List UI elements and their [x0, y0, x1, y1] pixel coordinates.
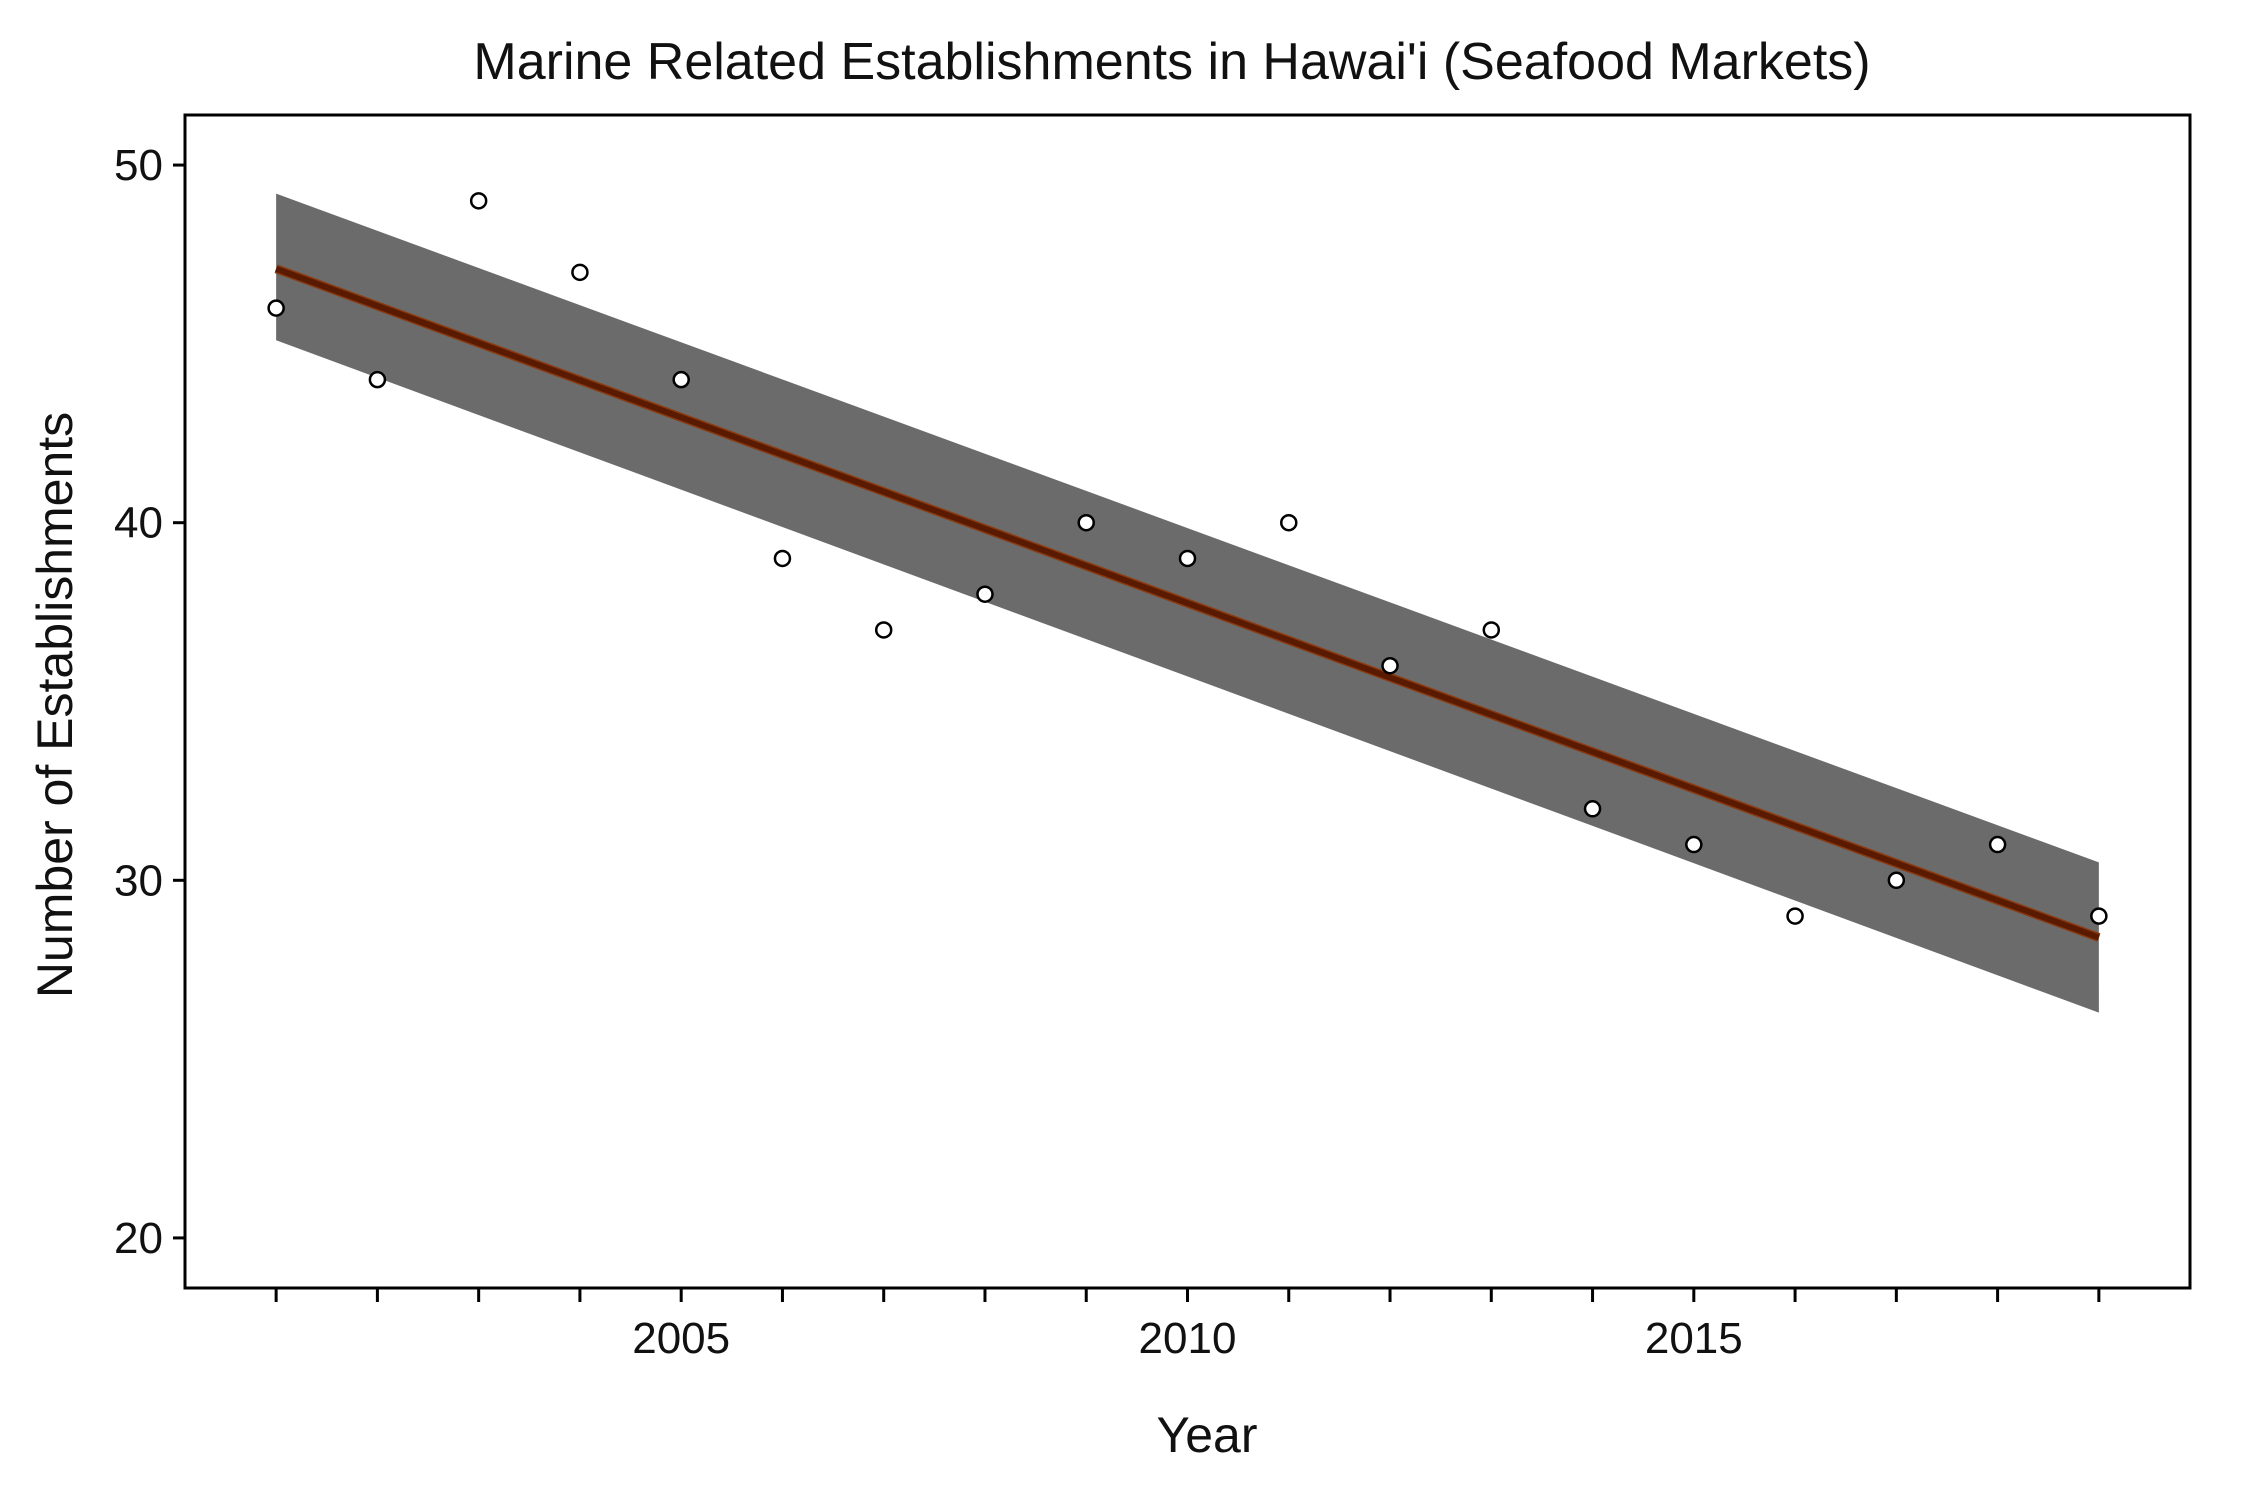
- data-point: [469, 192, 488, 210]
- y-tick-label: 20: [114, 1214, 163, 1263]
- y-axis-label: Number of Establishments: [27, 412, 83, 998]
- y-tick-label: 30: [114, 856, 163, 905]
- data-point: [1178, 549, 1197, 568]
- data-point: [1887, 871, 1906, 890]
- trend-line: [275, 265, 2100, 941]
- data-point: [1988, 835, 2007, 854]
- plot-area: 20 30 40 50 2005 2010 2015: [114, 113, 2192, 1363]
- data-point: [1381, 656, 1399, 675]
- data-point: [571, 263, 589, 282]
- data-point: [1786, 907, 1804, 925]
- data-point: [368, 370, 387, 389]
- data-point: [1482, 621, 1501, 639]
- data-point: [773, 549, 792, 568]
- x-tick-label: 2010: [1139, 1314, 1237, 1363]
- chart-title: Marine Related Establishments in Hawai'i…: [473, 33, 1870, 91]
- data-point: [874, 621, 893, 639]
- x-axis-label: Year: [1156, 1407, 1257, 1463]
- data-point: [2090, 907, 2108, 925]
- data-point: [976, 585, 994, 603]
- data-point: [1685, 835, 1703, 854]
- x-tick-label: 2005: [632, 1314, 730, 1363]
- data-point: [1583, 800, 1602, 818]
- y-tick-label: 40: [114, 499, 163, 548]
- x-tick-label: 2015: [1645, 1314, 1743, 1363]
- data-point: [267, 299, 285, 317]
- data-point: [1280, 513, 1298, 532]
- y-tick-label: 50: [114, 141, 163, 190]
- data-point: [1077, 513, 1095, 532]
- data-point: [672, 370, 690, 389]
